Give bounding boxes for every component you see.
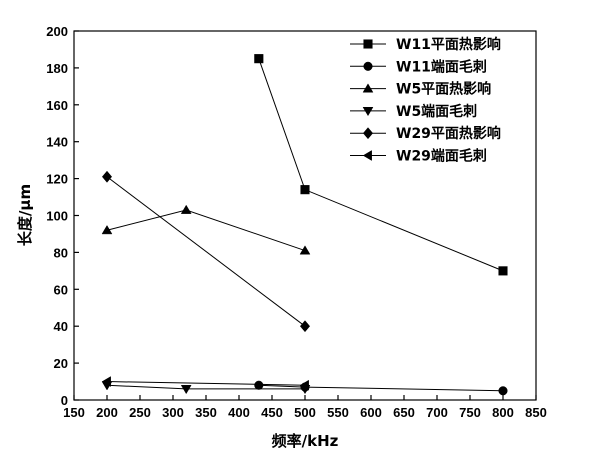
series-line-5	[106, 176, 306, 327]
data-point-series-3	[299, 245, 311, 255]
data-point-series-6	[299, 379, 309, 391]
x-tick-label: 650	[393, 405, 415, 420]
legend-label: W29平面热影响	[396, 125, 501, 142]
y-tick-label: 80	[54, 245, 68, 260]
x-tick-label: 850	[525, 405, 547, 420]
data-point-series-5	[299, 320, 311, 333]
legend-marker	[362, 83, 374, 93]
data-point-series-1	[498, 266, 508, 276]
y-tick-label: 180	[46, 61, 68, 76]
legend-marker	[362, 106, 374, 117]
y-tick-label: 160	[46, 98, 68, 113]
y-tick-label: 120	[46, 172, 68, 187]
data-point-series-6	[101, 376, 111, 387]
x-tick-label: 800	[492, 405, 514, 420]
data-point-series-5	[101, 170, 113, 183]
x-tick-label: 300	[162, 405, 184, 420]
x-tick-label: 550	[327, 405, 349, 420]
x-tick-label: 200	[96, 405, 118, 420]
legend-label: W11端面毛刺	[396, 58, 487, 75]
series-line-3	[106, 209, 306, 252]
y-tick-label: 200	[46, 24, 68, 39]
x-tick-label: 400	[228, 405, 250, 420]
x-tick-label: 700	[426, 405, 448, 420]
x-tick-label: 600	[360, 405, 382, 420]
x-tick-label: 350	[195, 405, 217, 420]
y-tick-label: 0	[61, 393, 68, 408]
data-point-series-2	[254, 380, 264, 390]
series-markers	[101, 54, 508, 396]
x-tick-label: 450	[261, 405, 283, 420]
x-tick-label: 750	[459, 405, 481, 420]
y-tick-label: 140	[46, 135, 68, 150]
x-tick-label: 150	[63, 405, 85, 420]
data-point-series-2	[498, 386, 508, 396]
series-line-6	[106, 381, 306, 386]
data-point-series-1	[254, 54, 264, 64]
legend-marker	[362, 127, 374, 140]
legend-label: W5端面毛刺	[396, 103, 477, 120]
y-tick-label: 60	[54, 282, 68, 297]
data-point-series-1	[300, 185, 310, 195]
data-point-series-3	[180, 204, 192, 214]
x-axis-title: 频率/kHz	[272, 432, 339, 450]
x-tick-label: 250	[129, 405, 151, 420]
legend-label: W29端面毛刺	[396, 148, 487, 165]
y-axis-title: 长度/μm	[16, 184, 34, 246]
data-point-series-4	[180, 385, 192, 395]
legend-label: W5平面热影响	[396, 81, 491, 98]
legend-marker	[363, 61, 373, 71]
y-axis-ticks: 0 20 40 60 80 100 120 140 160 180 200	[46, 24, 79, 408]
legend: W11平面热影响 W11端面毛刺 W5平面热影响 W5端面毛刺 W29平面热影响 W29端…	[350, 36, 501, 165]
x-axis-ticks: 150 200 250 300 350 400 450 500 550 600 650 700 750 8…	[63, 395, 547, 420]
y-tick-label: 100	[46, 209, 68, 224]
legend-marker	[363, 39, 373, 49]
series-line-2	[258, 384, 504, 392]
data-point-series-3	[101, 225, 113, 235]
x-tick-label: 500	[294, 405, 316, 420]
y-tick-label: 40	[54, 319, 68, 334]
legend-label: W11平面热影响	[396, 36, 501, 53]
y-tick-label: 20	[54, 356, 68, 371]
legend-marker	[362, 150, 372, 161]
